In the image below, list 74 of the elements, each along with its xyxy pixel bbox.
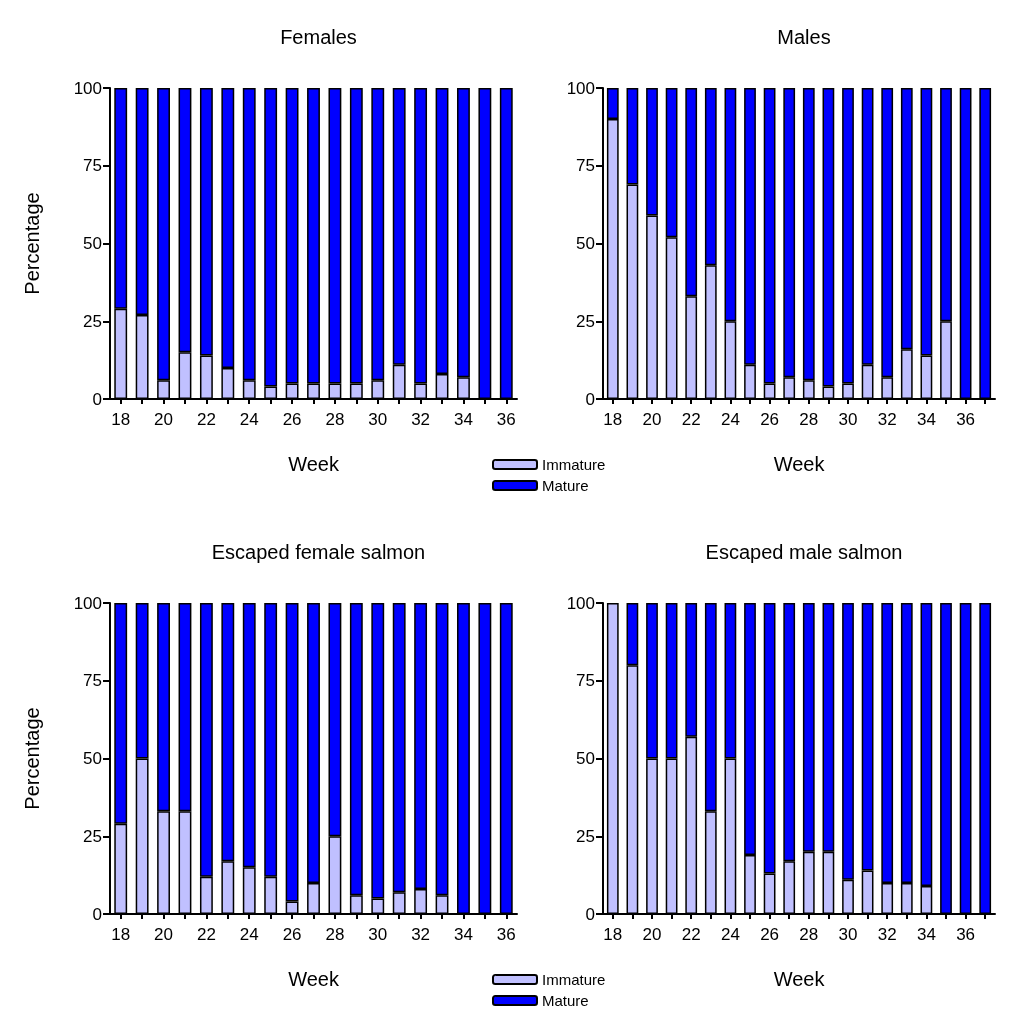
x-tick-label: 26: [760, 410, 780, 429]
x-tick-label: 32: [877, 410, 897, 429]
x-tick-label: 24: [239, 410, 259, 429]
y-tick-label: 100: [566, 78, 595, 98]
x-tick-label: 22: [196, 410, 216, 429]
x-tick-label: 32: [411, 410, 431, 429]
x-tick-label: 32: [877, 925, 897, 944]
x-tick-label: 24: [720, 925, 740, 944]
x-tick-label: 22: [681, 925, 701, 944]
y-tick-label: 50: [576, 749, 595, 768]
x-tick-label: 34: [916, 925, 936, 944]
x-tick-label: 32: [411, 925, 431, 944]
y-tick-label: 50: [83, 749, 102, 768]
x-tick-label: 18: [603, 925, 623, 944]
chart-title: Escaped male salmon: [705, 541, 903, 563]
y-tick-label: 0: [585, 389, 595, 409]
x-tick-label: 26: [760, 925, 780, 944]
x-tick-label: 28: [325, 410, 345, 429]
x-tick-label: 34: [453, 410, 473, 429]
y-tick-label: 25: [576, 311, 595, 331]
x-axis-title: Week: [288, 968, 340, 990]
x-tick-label: 22: [681, 410, 701, 429]
x-tick-label: 30: [838, 925, 858, 944]
x-tick-label: 20: [154, 925, 174, 944]
y-tick-label: 100: [73, 78, 102, 98]
x-tick-label: 28: [799, 410, 819, 429]
y-axis-title: Percentage: [21, 192, 43, 295]
x-tick-label: 24: [720, 410, 740, 429]
y-tick-label: 25: [83, 311, 102, 331]
x-tick-label: 36: [956, 925, 976, 944]
x-tick-label: 34: [916, 410, 936, 429]
x-axis-title: Week: [773, 968, 826, 990]
y-axis-title: Percentage: [21, 707, 43, 810]
y-tick-label: 100: [73, 593, 102, 613]
y-tick-label: 75: [83, 671, 102, 691]
chart-title: Males: [777, 26, 831, 48]
x-tick-label: 26: [282, 410, 302, 429]
y-tick-label: 0: [92, 389, 102, 409]
chart-title: Escaped female salmon: [211, 541, 426, 563]
x-tick-label: 20: [154, 410, 174, 429]
y-tick-label: 75: [83, 156, 102, 176]
chart-title: Females: [280, 26, 357, 48]
x-tick-label: 30: [838, 410, 858, 429]
x-tick-label: 36: [496, 410, 516, 429]
x-tick-label: 28: [325, 925, 345, 944]
x-tick-label: 26: [282, 925, 302, 944]
y-tick-label: 0: [585, 904, 595, 924]
x-axis-title: Week: [288, 453, 340, 475]
legend-label: Immature: [542, 971, 606, 988]
y-tick-label: 75: [576, 671, 595, 691]
y-tick-label: 25: [576, 826, 595, 846]
y-tick-label: 75: [576, 156, 595, 176]
y-tick-label: 100: [566, 593, 595, 613]
x-tick-label: 28: [799, 925, 819, 944]
x-tick-label: 36: [496, 925, 516, 944]
x-tick-label: 24: [239, 925, 259, 944]
y-tick-label: 50: [83, 234, 102, 253]
x-tick-label: 30: [368, 410, 388, 429]
x-tick-label: 18: [603, 410, 623, 429]
y-tick-label: 25: [83, 826, 102, 846]
legend-label: Mature: [542, 477, 589, 494]
x-tick-label: 30: [368, 925, 388, 944]
x-tick-label: 18: [111, 410, 131, 429]
x-tick-label: 20: [642, 925, 662, 944]
x-tick-label: 34: [453, 925, 473, 944]
x-tick-label: 18: [111, 925, 131, 944]
x-axis-title: Week: [773, 453, 826, 475]
x-tick-label: 20: [642, 410, 662, 429]
x-tick-label: 36: [956, 410, 976, 429]
x-tick-label: 22: [196, 925, 216, 944]
legend-label: Mature: [542, 992, 589, 1009]
y-tick-label: 0: [92, 904, 102, 924]
y-tick-label: 50: [576, 234, 595, 253]
legend-label: Immature: [542, 456, 606, 473]
